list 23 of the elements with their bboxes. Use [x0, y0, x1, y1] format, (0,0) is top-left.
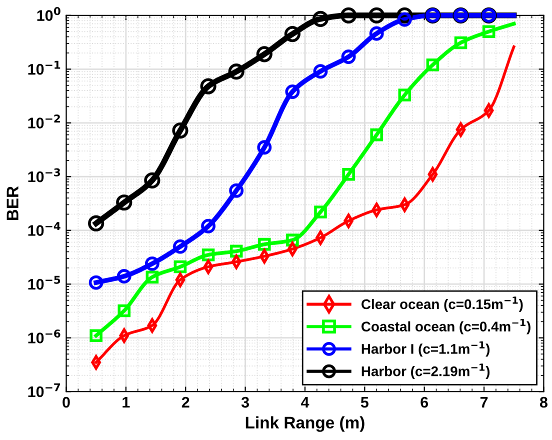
x-tick-label: 2	[182, 396, 190, 408]
legend-label: Coastal ocean (c=0.4m$^{−1}$)	[362, 318, 530, 334]
y-tick-label: 10$^{−4}$	[28, 222, 60, 236]
y-tick-label: 10$^{−6}$	[28, 329, 60, 344]
legend-label: Harbor I (c=1.1m$^{−1}$)	[362, 341, 490, 357]
y-tick-label: 10$^{−7}$	[28, 383, 60, 398]
y-axis-title: BER	[6, 186, 18, 220]
y-tick-label: 10$^{−3}$	[28, 168, 60, 182]
x-tick-label: 0	[62, 396, 70, 408]
y-tick-label: 10$^{−1}$	[28, 60, 60, 75]
x-tick-label: 7	[480, 397, 488, 408]
x-tick-label: 4	[300, 397, 310, 408]
x-tick-label: 6	[420, 396, 428, 408]
x-axis-title: Link Range (m)	[246, 416, 364, 432]
y-tick-label: 10$^{−5}$	[28, 276, 60, 290]
legend-label: Harbor (c=2.19m$^{−1}$)	[362, 364, 490, 379]
x-tick-label: 3	[241, 396, 249, 408]
x-tick-label: 5	[360, 397, 368, 408]
legend-label: Clear ocean (c=0.15m$^{−1}$)	[362, 296, 523, 312]
y-tick-label: 10$^{0}$	[37, 7, 60, 21]
x-tick-label: 1	[122, 397, 130, 408]
x-tick-label: 8	[540, 396, 548, 408]
y-tick-label: 10$^{−2}$	[28, 114, 60, 128]
